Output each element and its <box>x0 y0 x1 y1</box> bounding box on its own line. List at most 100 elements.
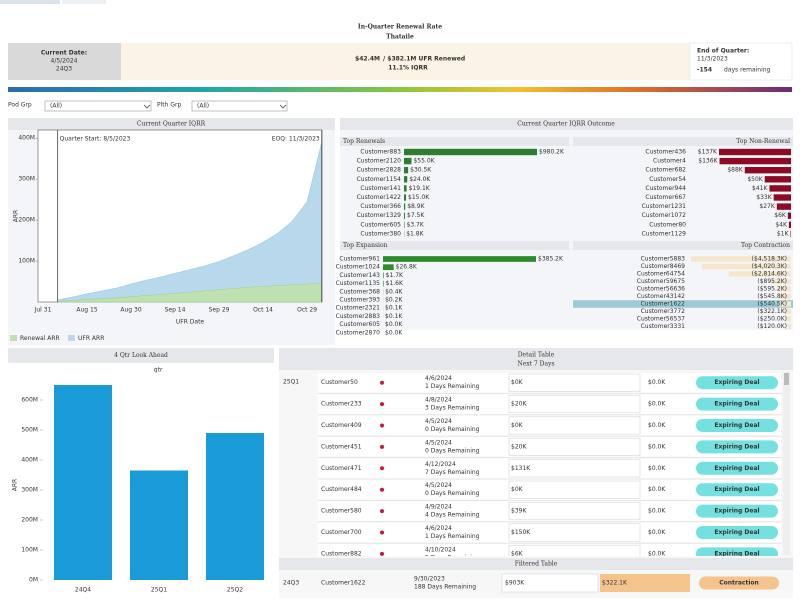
status-button[interactable] <box>696 440 778 454</box>
status-label: Expiring Deal <box>714 486 759 493</box>
filter-value: (All) <box>50 103 62 110</box>
category-label: Customer605 <box>360 221 401 228</box>
x-tick-label: Aug 30 <box>120 307 141 314</box>
category-label: Customer2120 <box>357 158 402 165</box>
cell-customer: Customer409 <box>321 422 362 429</box>
x-tick-label: Sep 14 <box>165 307 186 314</box>
category-label: Customer883 <box>360 149 401 156</box>
value-label: $0.0K <box>385 329 403 336</box>
cell-value: $322.1K <box>602 580 628 587</box>
cell-date: 4/8/2024 <box>425 397 452 404</box>
kpi-value: 4/5/2024 <box>51 58 78 65</box>
status-label: Expiring Deal <box>714 550 759 557</box>
cell-box <box>508 523 641 542</box>
bar <box>404 176 408 183</box>
area <box>57 282 322 303</box>
status-button[interactable] <box>696 419 778 432</box>
bar <box>404 148 537 156</box>
scroll-thumb[interactable] <box>784 373 789 385</box>
bar <box>404 194 407 201</box>
bar <box>744 167 791 174</box>
row-bg <box>318 373 781 393</box>
value-label: $30.5K <box>410 167 432 174</box>
bar <box>783 308 791 315</box>
value-label: $7.5K <box>407 212 425 219</box>
filter-select[interactable] <box>191 100 288 112</box>
value-label: $0.4K <box>385 288 403 295</box>
y-tick-label: 300M <box>18 176 35 183</box>
cell-highlight <box>600 574 690 592</box>
y-tick-label: 200M <box>18 217 35 224</box>
status-button[interactable] <box>696 504 778 518</box>
tab[interactable] <box>62 0 106 4</box>
kpi-end-box <box>689 42 793 81</box>
status-label: Expiring Deal <box>714 422 759 429</box>
cell-arr: $0K <box>511 379 524 386</box>
value-label: $26.8K <box>396 264 418 271</box>
y-tick-label: 400M <box>21 457 38 464</box>
panel-title: Current Quarter IQRR Outcome <box>517 121 615 128</box>
status-dot <box>380 509 384 514</box>
kpi-renewed-box <box>121 43 690 80</box>
value-label: $1.8K <box>406 230 424 237</box>
selected-row <box>573 300 793 308</box>
table-title: Detail Table <box>518 352 555 359</box>
cell-days: 1 Days Remaining <box>425 383 480 390</box>
annotation: Quarter Start: 8/5/2023 <box>60 136 131 143</box>
bar <box>691 256 791 262</box>
cell-date: 9/30/2023 <box>414 576 445 583</box>
cell-box <box>508 502 641 521</box>
status-button[interactable] <box>696 397 778 411</box>
panel-header <box>279 348 793 370</box>
bar <box>383 264 394 271</box>
bar <box>404 221 405 228</box>
cell-value: $0.0K <box>648 529 666 536</box>
page-subtitle: Thataile <box>386 34 414 41</box>
category-label: Customer605 <box>339 321 380 328</box>
category-label: Customer667 <box>645 194 686 201</box>
kpi-date-box <box>8 43 121 80</box>
subpanel-header <box>573 137 793 146</box>
cell-value: $0.0K <box>648 508 666 515</box>
status-button[interactable] <box>696 547 778 560</box>
status-button[interactable] <box>696 526 778 539</box>
row-bg <box>318 394 781 414</box>
category-label: Customer1622 <box>641 301 686 308</box>
bar <box>728 271 791 277</box>
category-label: Customer3331 <box>641 323 686 330</box>
category-label: Customer5883 <box>641 256 686 263</box>
value-label: $0.2K <box>385 297 403 304</box>
kpi-value: 11/3/2023 <box>697 56 728 63</box>
y-tick-label: 300M <box>21 487 38 494</box>
scrollbar[interactable] <box>783 372 790 555</box>
cell-arr: $20K <box>511 443 527 450</box>
status-button[interactable] <box>696 376 778 390</box>
status-button[interactable] <box>699 576 779 590</box>
cell-value: $0.0K <box>648 550 666 557</box>
cell-customer: Customer233 <box>321 401 362 408</box>
category-label: Customer368 <box>339 288 380 295</box>
filter-label: Pod Grp <box>8 102 32 109</box>
cell-date: 4/10/2024 <box>425 546 456 553</box>
tab[interactable] <box>0 0 60 4</box>
table-subtitle: Next 7 Days <box>517 361 554 368</box>
cell-arr: $39K <box>511 508 527 515</box>
cell-customer: Customer580 <box>321 508 362 515</box>
value-label: ($545.8K) <box>757 293 787 300</box>
y-axis-title: ARR <box>12 479 19 491</box>
category-label: Customer3772 <box>641 308 686 315</box>
x-tick-label: 24Q4 <box>75 587 91 594</box>
category-label: Customer2870 <box>336 329 381 336</box>
bar <box>383 272 384 279</box>
status-button[interactable] <box>696 461 778 475</box>
filter-select[interactable] <box>44 100 152 112</box>
value-label: $0.1K <box>385 305 403 312</box>
kpi-label: Current Date: <box>41 50 87 57</box>
value-label: $1.6K <box>386 280 404 287</box>
category-label: Customer8469 <box>641 263 686 270</box>
cell-quarter: 24Q3 <box>283 580 299 587</box>
cell-value: $0.0K <box>648 379 666 386</box>
value-label: $50K <box>747 176 763 183</box>
status-button[interactable] <box>696 483 778 497</box>
bar <box>773 194 791 201</box>
